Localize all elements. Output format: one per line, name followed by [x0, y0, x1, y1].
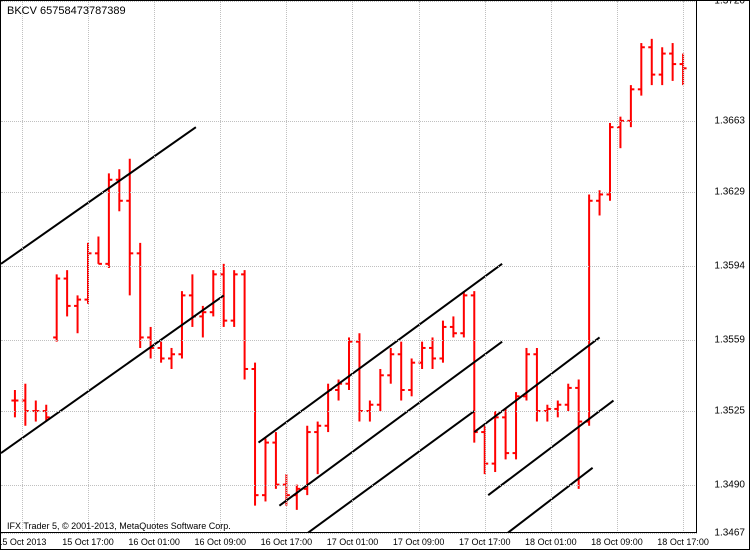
y-tick-label: 1.3720	[714, 0, 745, 7]
y-tick-label: 1.3594	[714, 260, 745, 271]
x-tick-label: 16 Oct 09:00	[194, 537, 246, 547]
chart-container: BKCV 65758473787389 IFX Trader 5, © 2001…	[0, 0, 750, 550]
x-tick-label: 16 Oct 17:00	[261, 537, 313, 547]
x-tick-label: 15 Oct 2013	[0, 537, 46, 547]
x-tick-label: 18 Oct 01:00	[525, 537, 577, 547]
chart-title: BKCV 65758473787389	[7, 5, 126, 17]
grid-h	[1, 1, 697, 2]
grid-v	[22, 1, 23, 533]
y-tick-label: 1.3525	[714, 406, 745, 417]
x-tick-label: 15 Oct 17:00	[62, 537, 114, 547]
candles-layer	[1, 1, 697, 533]
grid-v	[220, 1, 221, 533]
y-tick-label: 1.3663	[714, 115, 745, 126]
grid-v	[551, 1, 552, 533]
grid-h	[1, 192, 697, 193]
y-tick-label: 1.3629	[714, 187, 745, 198]
grid-v	[352, 1, 353, 533]
grid-h	[1, 266, 697, 267]
x-axis: 15 Oct 2013 15 Oct 17:00 16 Oct 01:00 16 Oc…	[1, 532, 697, 549]
chart-footer: IFX Trader 5, © 2001-2013, MetaQuotes So…	[7, 521, 231, 531]
y-axis: 1.34671.34901.35251.35591.35941.36291.36…	[696, 1, 749, 533]
x-tick-label: 17 Oct 17:00	[459, 537, 511, 547]
plot-area[interactable]: BKCV 65758473787389 IFX Trader 5, © 2001…	[1, 1, 697, 533]
grid-v	[419, 1, 420, 533]
x-tick-label: 17 Oct 09:00	[393, 537, 445, 547]
grid-v	[286, 1, 287, 533]
grid-v	[485, 1, 486, 533]
grid-h	[1, 411, 697, 412]
grid-h	[1, 340, 697, 341]
x-tick-label: 17 Oct 01:00	[327, 537, 379, 547]
grid-v	[617, 1, 618, 533]
grid-v	[88, 1, 89, 533]
grid-v	[154, 1, 155, 533]
y-tick-label: 1.3490	[714, 479, 745, 490]
x-tick-label: 18 Oct 09:00	[591, 537, 643, 547]
grid-v	[683, 1, 684, 533]
x-tick-label: 18 Oct 17:00	[657, 537, 709, 547]
x-tick-label: 16 Oct 01:00	[128, 537, 180, 547]
y-tick-label: 1.3559	[714, 334, 745, 345]
grid-h	[1, 485, 697, 486]
y-tick-label: 1.3467	[714, 528, 745, 539]
grid-h	[1, 121, 697, 122]
